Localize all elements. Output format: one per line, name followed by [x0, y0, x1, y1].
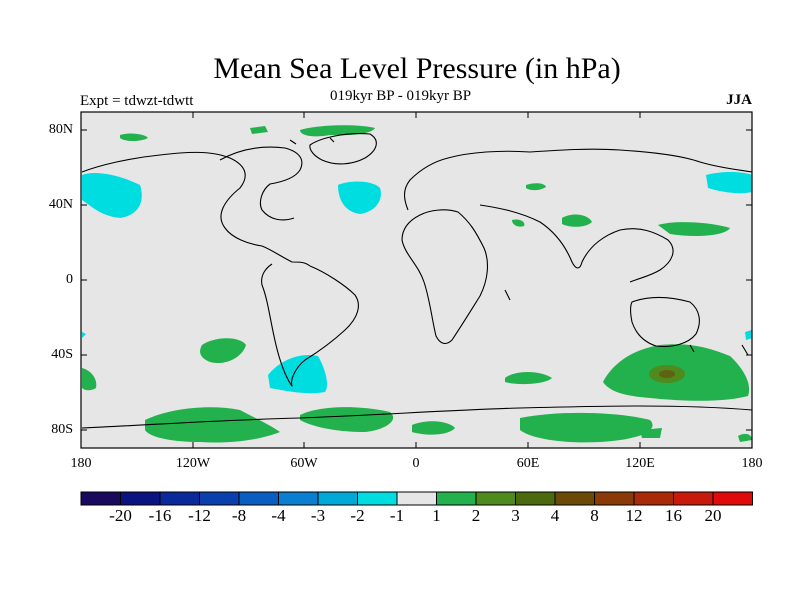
- colorbar-label: -4: [271, 506, 286, 525]
- colorbar-swatch: [436, 491, 477, 506]
- lat-label-40s: 40S: [51, 347, 73, 362]
- experiment-label: Expt = tdwzt-tdwtt: [80, 93, 194, 109]
- colorbar-swatch: [554, 491, 595, 506]
- colorbar-swatch: [238, 491, 279, 506]
- lat-label-80s: 80S: [51, 422, 73, 437]
- colorbar-label: 4: [550, 506, 560, 525]
- colorbar-label: -2: [350, 506, 365, 525]
- colorbar-swatch: [712, 491, 753, 506]
- colorbar-label: -8: [231, 506, 247, 525]
- colorbar-label: -1: [389, 506, 405, 525]
- colorbar-swatch: [475, 491, 516, 506]
- colorbar: [80, 491, 753, 506]
- coastlines: [81, 133, 753, 429]
- lat-label-40n: 40N: [48, 197, 73, 212]
- colorbar-label: 1: [432, 506, 441, 525]
- lon-label-120e: 120E: [625, 456, 655, 471]
- colorbar-swatch: [396, 491, 437, 506]
- lat-label-80n: 80N: [48, 122, 73, 137]
- colorbar-swatch: [159, 491, 200, 506]
- lon-label-0: 0: [412, 456, 420, 471]
- colorbar-label: 12: [625, 506, 643, 525]
- lon-label-120w: 120W: [175, 456, 211, 471]
- colorbar-swatch: [357, 491, 398, 506]
- colorbar-label: -3: [310, 506, 326, 525]
- colorbar-swatch: [594, 491, 635, 506]
- colorbar-swatch: [673, 491, 714, 506]
- colorbar-swatch: [120, 491, 161, 506]
- lon-label-180w: 180: [70, 456, 92, 471]
- colorbar-swatch: [278, 491, 319, 506]
- colorbar-label: -16: [148, 506, 172, 525]
- colorbar-swatch: [317, 491, 358, 506]
- lat-label-0: 0: [66, 272, 73, 287]
- colorbar-swatch: [633, 491, 674, 506]
- season-label: JJA: [726, 92, 752, 108]
- colorbar-swatch: [515, 491, 556, 506]
- colorbar-swatch: [199, 491, 240, 506]
- lon-label-60w: 60W: [290, 456, 318, 471]
- colorbar-label: -12: [188, 506, 211, 525]
- negative-anomaly-regions: [82, 171, 752, 394]
- map-title: Mean Sea Level Pressure (in hPa): [213, 52, 621, 85]
- positive-anomaly-core: [649, 365, 685, 383]
- lon-ticks: [192, 112, 641, 448]
- lon-label-60e: 60E: [516, 456, 540, 471]
- colorbar-label: 2: [471, 506, 481, 525]
- lon-label-180e: 180: [741, 456, 763, 471]
- colorbar-label: 16: [665, 506, 682, 525]
- lat-ticks: [81, 129, 752, 431]
- map-subtitle: 019kyr BP - 019kyr BP: [330, 88, 472, 104]
- colorbar-label: -20: [109, 506, 132, 525]
- colorbar-label: 8: [590, 506, 599, 525]
- colorbar-label: 3: [511, 506, 520, 525]
- colorbar-label: 20: [704, 506, 722, 525]
- colorbar-swatch: [80, 491, 121, 506]
